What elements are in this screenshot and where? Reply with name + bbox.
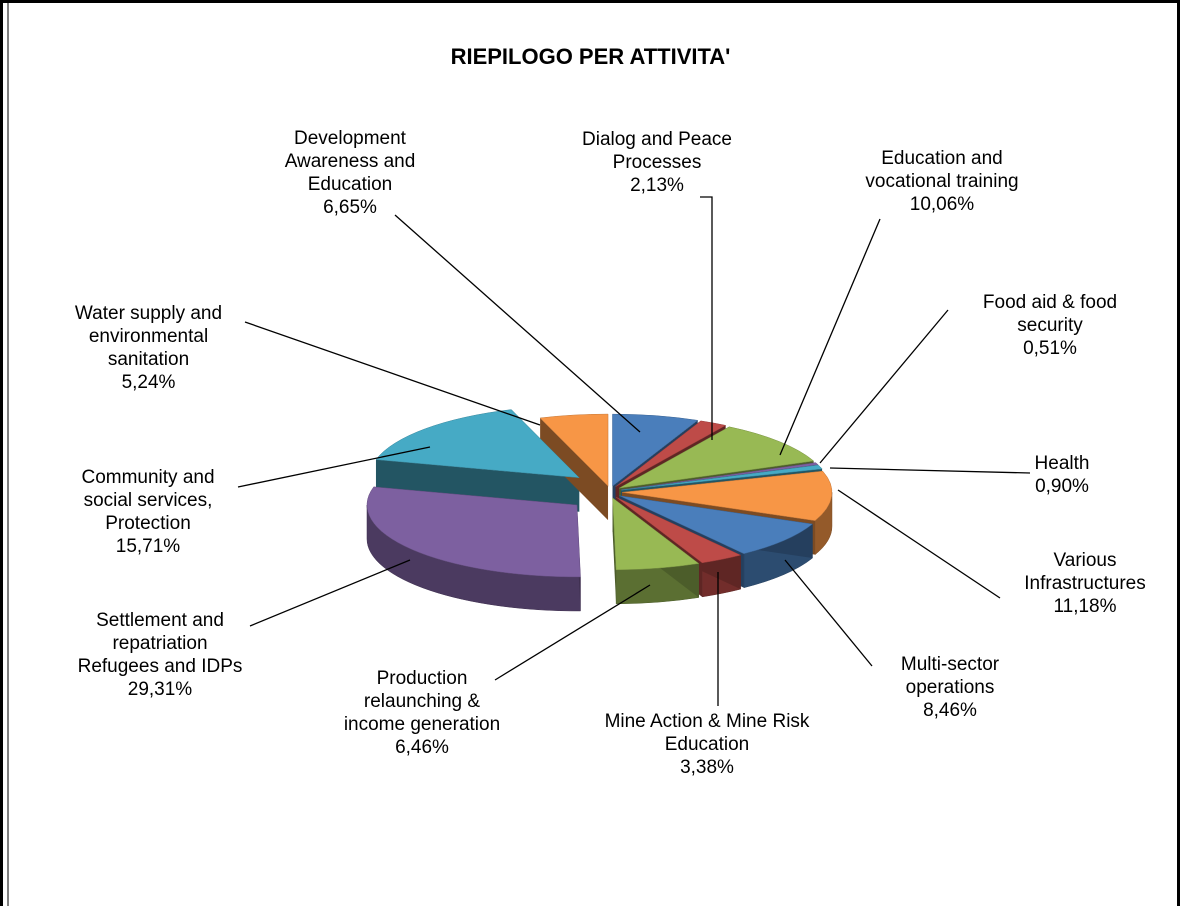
value-label: 0,90% [1035, 476, 1089, 497]
slice [612, 497, 700, 571]
leader-line [237, 446, 431, 488]
category-label: Production relaunching & income generati… [343, 668, 501, 735]
slice-label: Community and social services, Protectio… [68, 466, 228, 558]
value-label: 15,71% [115, 536, 181, 557]
slice-label: Water supply and environmental sanitatio… [66, 302, 231, 394]
slice-cut [540, 417, 609, 521]
slice-label: Multi-sector operations 8,46% [880, 653, 1020, 722]
slice [621, 470, 833, 521]
slice-cut [375, 459, 580, 512]
category-label: Various Infrastructures [1024, 550, 1146, 594]
value-label: 8,46% [923, 700, 977, 721]
category-label: Food aid & food security [982, 292, 1118, 336]
value-label: 6,65% [323, 197, 377, 218]
leader-line [837, 489, 1001, 599]
category-label: Community and social services, Protectio… [81, 467, 215, 534]
leader-line [394, 214, 641, 433]
category-label: Water supply and environmental sanitatio… [74, 303, 223, 370]
value-label: 29,31% [127, 679, 193, 700]
leader-line [829, 467, 1031, 474]
value-label: 5,24% [121, 372, 176, 393]
leader-line [784, 559, 873, 667]
slice [366, 486, 581, 578]
leader-line [494, 584, 651, 681]
slice-cut [612, 497, 617, 604]
slice [621, 462, 819, 491]
leader-line [249, 559, 411, 627]
slice [615, 496, 742, 564]
chart-title: RIEPILOGO PER ATTIVITA' [450, 44, 731, 69]
leader-line [779, 218, 881, 456]
slice-label: Development Awareness and Education 6,65% [265, 127, 435, 219]
slice-label: Mine Action & Mine Risk Education 3,38% [597, 710, 817, 779]
category-label: Multi-sector operations [900, 654, 1000, 698]
slice [619, 495, 814, 554]
slice [619, 426, 815, 489]
category-label: Health [1034, 453, 1090, 474]
slice-label: Health 0,90% [1012, 452, 1112, 498]
slice-label: Education and vocational training 10,06% [842, 147, 1042, 216]
value-label: 11,18% [1053, 596, 1117, 617]
value-label: 10,06% [909, 194, 975, 215]
slice [621, 464, 823, 491]
value-label: 6,46% [395, 737, 449, 758]
leader-line [244, 321, 541, 426]
slice-label: Food aid & food security 0,51% [955, 291, 1145, 360]
slice-label: Settlement and repatriation Refugees and… [75, 609, 245, 701]
category-label: Mine Action & Mine Risk Education [604, 711, 810, 755]
value-label: 0,51% [1023, 338, 1077, 359]
slice [539, 413, 609, 487]
category-label: Development Awareness and Education [284, 128, 416, 195]
leader-line [700, 196, 713, 440]
slice-label: Various Infrastructures 11,18% [1010, 549, 1160, 618]
value-label: 2,13% [630, 175, 684, 196]
slice [615, 420, 727, 487]
slice-label: Production relaunching & income generati… [337, 667, 507, 759]
slice-label: Dialog and Peace Processes 2,13% [557, 128, 757, 197]
category-label: Education and vocational training [865, 148, 1019, 192]
category-label: Settlement and repatriation Refugees and… [77, 610, 243, 677]
leader-line [819, 309, 949, 464]
value-label: 3,38% [680, 757, 734, 778]
slice [612, 413, 699, 487]
category-label: Dialog and Peace Processes [582, 129, 732, 173]
slice [375, 409, 580, 479]
